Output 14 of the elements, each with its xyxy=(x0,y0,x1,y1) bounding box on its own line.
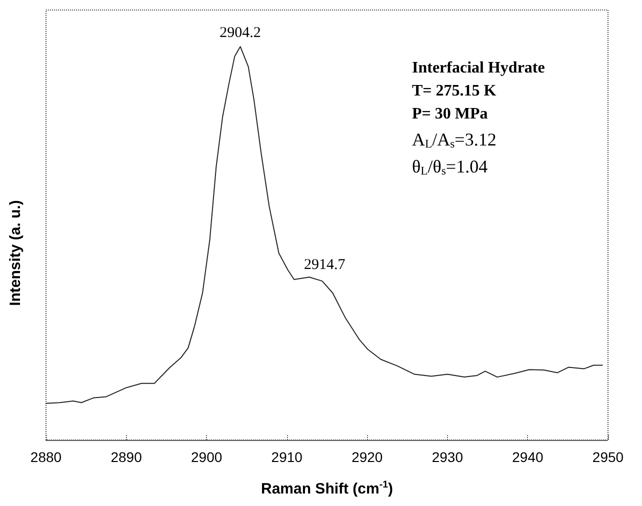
x-tick-label: 2890 xyxy=(110,449,142,465)
x-tick-label: 2900 xyxy=(190,449,222,465)
x-tick-label: 2930 xyxy=(432,449,464,465)
x-tick-label: 2940 xyxy=(512,449,544,465)
x-tick-label: 2910 xyxy=(271,449,303,465)
x-tick-label: 2920 xyxy=(352,449,383,465)
y-axis-title: Intensity (a. u.) xyxy=(7,200,24,306)
annotation: P= 30 MPa xyxy=(412,106,488,122)
annotation: 2904.2 xyxy=(220,25,261,42)
annotation: Interfacial Hydrate xyxy=(412,60,545,76)
annotation: 2914.7 xyxy=(304,257,346,274)
x-tick-label: 2950 xyxy=(592,449,624,465)
annotation: T= 275.15 K xyxy=(412,82,497,100)
x-tick-label: 2880 xyxy=(30,449,62,465)
